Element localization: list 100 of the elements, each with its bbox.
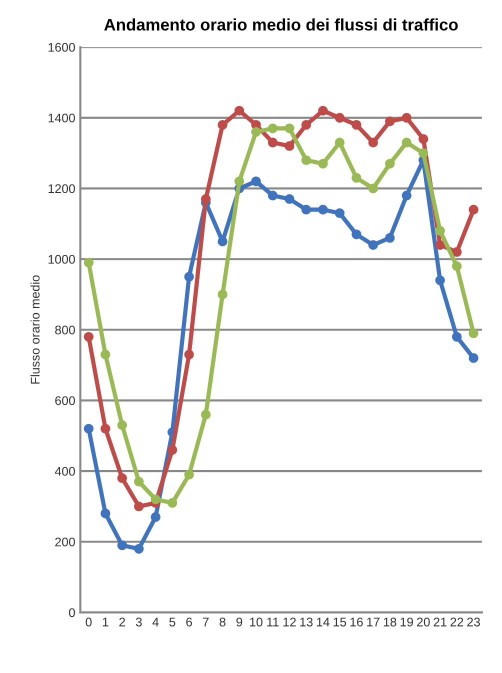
point (284, 194, 294, 204)
point (402, 190, 412, 200)
point (318, 106, 328, 116)
y-tick-label: 1600 (48, 42, 75, 52)
point (385, 116, 395, 126)
point (268, 124, 278, 134)
x-tick-label: 12 (283, 618, 296, 626)
point (402, 112, 412, 123)
point (334, 208, 345, 218)
point (452, 332, 462, 342)
x-tick-label: 19 (400, 618, 413, 626)
point (468, 328, 478, 338)
point (167, 498, 178, 508)
x-tick-label: 21 (434, 618, 446, 626)
y-tick-label: 800 (55, 326, 75, 334)
y-tick-label: 200 (55, 538, 75, 546)
point (352, 230, 362, 240)
y-tick-label: 1200 (48, 184, 75, 194)
point (167, 445, 178, 455)
point (352, 120, 362, 130)
point (234, 176, 244, 186)
point (234, 106, 244, 116)
point (184, 350, 194, 360)
point (84, 258, 94, 268)
point (150, 494, 160, 504)
x-tick-label: 14 (316, 618, 330, 626)
point (84, 424, 94, 434)
y-tick-label: 1000 (48, 254, 75, 264)
point (184, 272, 194, 282)
point (100, 508, 110, 518)
y-axis-title: Flusso orario medio (30, 275, 40, 384)
x-tick-label: 0 (86, 618, 92, 626)
point (468, 353, 478, 363)
point (301, 120, 312, 130)
x-tick-label: 13 (300, 618, 313, 626)
point (435, 240, 445, 250)
x-tick-label: 20 (417, 618, 430, 626)
point (352, 172, 362, 183)
point (318, 158, 328, 169)
y-tick-label: 0 (68, 608, 75, 618)
x-tick-label: 10 (250, 618, 262, 626)
point (368, 184, 378, 194)
point (251, 176, 261, 186)
x-tick-label: 7 (202, 618, 209, 626)
point (368, 240, 378, 250)
x-tick-label: 8 (220, 618, 226, 626)
point (418, 148, 428, 158)
point (117, 420, 128, 430)
y-tick-label: 600 (55, 396, 75, 406)
x-tick-label: 15 (334, 618, 346, 626)
point (452, 261, 462, 272)
point (284, 141, 294, 151)
point (385, 233, 395, 243)
point (100, 424, 110, 434)
x-tick-label: 18 (384, 618, 396, 626)
x-tick-label: 5 (169, 618, 176, 626)
point (284, 124, 294, 134)
x-tick-label: 6 (186, 618, 192, 626)
point (200, 194, 211, 204)
x-tick-label: 23 (467, 618, 480, 626)
point (368, 138, 378, 148)
point (435, 275, 445, 286)
point (418, 134, 428, 144)
chart-title: Andamento orario medio dei flussi di traffico (104, 18, 458, 31)
point (452, 247, 462, 257)
point (334, 112, 345, 123)
y-tick-label: 400 (54, 466, 75, 476)
point (100, 350, 110, 360)
point (301, 155, 312, 166)
point (134, 476, 144, 487)
point (150, 512, 160, 522)
point (200, 410, 211, 420)
point (218, 120, 228, 130)
x-tick-label: 17 (367, 618, 380, 626)
point (435, 226, 445, 236)
x-tick-label: 1 (102, 618, 108, 626)
point (318, 204, 328, 214)
point (402, 138, 412, 148)
x-tick-label: 22 (450, 618, 464, 626)
point (84, 332, 94, 342)
point (134, 544, 144, 554)
point (268, 190, 278, 200)
point (218, 236, 228, 246)
point (134, 502, 144, 512)
x-tick-label: 11 (267, 618, 279, 626)
point (268, 138, 278, 148)
x-tick-label: 2 (119, 618, 125, 626)
point (117, 540, 128, 550)
y-tick-label: 1400 (48, 114, 75, 122)
point (184, 470, 194, 480)
point (251, 127, 261, 137)
x-tick-label: 4 (152, 618, 159, 626)
x-tick-label: 3 (136, 618, 142, 626)
point (301, 204, 312, 214)
point (117, 473, 128, 484)
point (218, 290, 228, 300)
point (468, 204, 478, 214)
point (334, 138, 345, 148)
x-tick-label: 16 (350, 618, 363, 626)
point (385, 158, 395, 169)
